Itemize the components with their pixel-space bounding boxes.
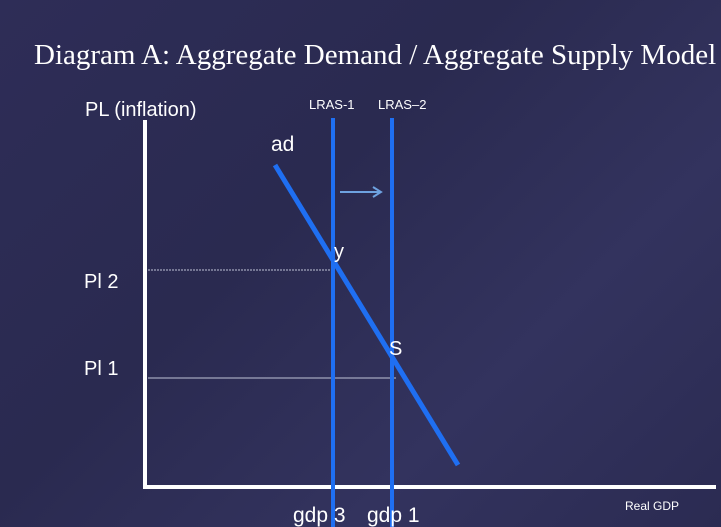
ad-label: ad [271, 133, 294, 156]
gdp-label: gdp 3 [293, 504, 346, 527]
x-axis-label: Real GDP [625, 499, 679, 513]
title: Diagram A: Aggregate Demand / Aggregate … [34, 39, 716, 71]
lras-label: LRAS-1 [309, 97, 355, 112]
ad-line [272, 163, 461, 467]
point-label: y [334, 241, 344, 263]
y-axis-label: PL (inflation) [85, 99, 197, 121]
price-level-label: Pl 2 [84, 271, 118, 293]
point-label: S [389, 338, 402, 360]
lras-label: LRAS–2 [378, 97, 426, 112]
gdp-label: gdp 1 [367, 504, 420, 527]
shift-arrow-head [372, 186, 383, 198]
price-level-label: Pl 1 [84, 358, 118, 380]
